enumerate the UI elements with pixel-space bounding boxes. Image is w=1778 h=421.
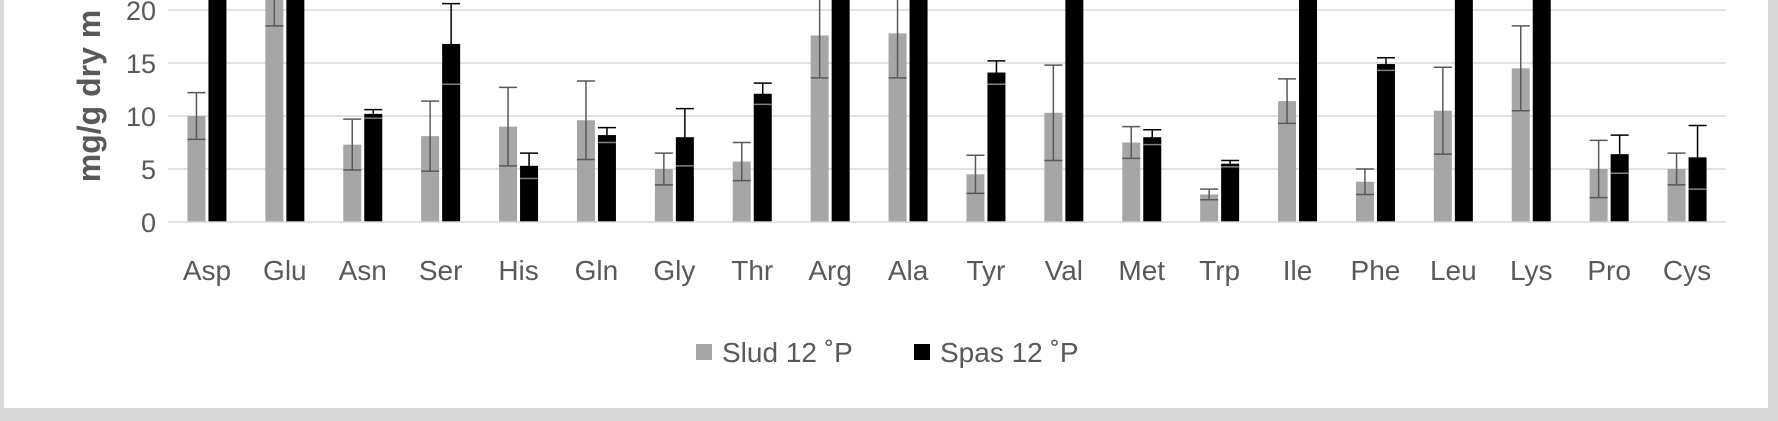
x-tick-label: Trp [1199, 255, 1240, 286]
x-tick-label: Tyr [967, 255, 1006, 286]
y-tick-label: 20 [126, 0, 156, 26]
bar-slud-asn [343, 144, 362, 222]
bar-slud-thr [732, 161, 751, 222]
bar-slud-trp [1200, 194, 1219, 222]
x-tick-label: Ala [888, 255, 929, 286]
bar-slud-val [1044, 112, 1063, 222]
bar-slud-arg [810, 35, 829, 222]
legend-swatch-spas [914, 344, 930, 360]
bar-slud-ser [421, 136, 440, 222]
x-tick-label: Phe [1351, 255, 1401, 286]
x-tick-label: Thr [731, 255, 773, 286]
legend: Slud 12 ˚P Spas 12 ˚P [696, 337, 1079, 368]
x-tick-label: Lys [1510, 255, 1553, 286]
y-tick-label: 0 [141, 208, 156, 238]
bar-spas-met [1143, 137, 1162, 222]
x-tick-label: Arg [808, 255, 852, 286]
bar-spas-glu [286, 0, 305, 222]
bar-spas-phe [1376, 64, 1395, 222]
bar-slud-cys [1667, 169, 1686, 222]
bar-slud-leu [1433, 110, 1452, 222]
bar-spas-leu [1454, 0, 1473, 222]
y-tick-label: 15 [126, 49, 156, 79]
bar-slud-glu [265, 0, 284, 222]
bar-spas-arg [831, 0, 850, 222]
bar-spas-lys [1532, 0, 1551, 222]
bar-spas-tyr [987, 72, 1006, 222]
x-tick-label: Glu [263, 255, 307, 286]
y-tick-label: 10 [126, 102, 156, 132]
x-tick-label: Ser [419, 255, 463, 286]
bar-spas-his [520, 165, 539, 222]
x-tick-label: Met [1118, 255, 1165, 286]
bar-spas-ser [442, 43, 461, 222]
bar-spas-pro [1610, 154, 1629, 222]
bar-slud-ala [888, 33, 907, 222]
x-tick-label: Val [1045, 255, 1083, 286]
legend-label-spas: Spas 12 ˚P [940, 337, 1079, 368]
bar-spas-asn [364, 113, 383, 222]
x-tick-label: Pro [1587, 255, 1631, 286]
y-axis-tick-labels: 0 5 10 15 20 [126, 0, 156, 238]
bar-spas-gln [597, 135, 616, 222]
bar-slud-asp [187, 116, 206, 222]
x-tick-label: Asp [183, 255, 231, 286]
bar-spas-gly [675, 137, 694, 222]
bar-spas-trp [1221, 163, 1240, 222]
x-tick-label: Gly [653, 255, 695, 286]
bar-slud-phe [1355, 181, 1374, 222]
x-tick-label: Asn [339, 255, 387, 286]
x-tick-label: Gln [575, 255, 619, 286]
bar-slud-gly [654, 169, 673, 222]
y-tick-label: 5 [141, 155, 156, 185]
error-bars [187, 0, 1707, 201]
bar-slud-ile [1278, 101, 1297, 222]
x-tick-label: Leu [1430, 255, 1477, 286]
x-tick-label: Ile [1283, 255, 1313, 286]
bar-slud-lys [1511, 68, 1530, 222]
x-tick-label: His [498, 255, 538, 286]
bar-spas-val [1065, 0, 1084, 222]
bar-slud-tyr [966, 174, 985, 222]
x-axis-tick-labels: Asp Glu Asn Ser His Gln Gly Thr Arg Ala Tyr Val Met T… [183, 255, 1711, 286]
bar-spas-ile [1299, 0, 1318, 222]
bar-spas-thr [753, 93, 772, 223]
y-axis-label: mg/g dry m [71, 10, 107, 182]
bar-slud-his [499, 126, 518, 222]
bar-spas-ala [909, 0, 928, 222]
bar-slud-met [1122, 142, 1141, 222]
legend-swatch-slud [696, 344, 712, 360]
bar-slud-gln [576, 120, 595, 222]
bars [187, 0, 1707, 223]
x-tick-label: Cys [1663, 255, 1711, 286]
legend-label-slud: Slud 12 ˚P [722, 337, 853, 368]
bar-spas-asp [208, 0, 227, 222]
